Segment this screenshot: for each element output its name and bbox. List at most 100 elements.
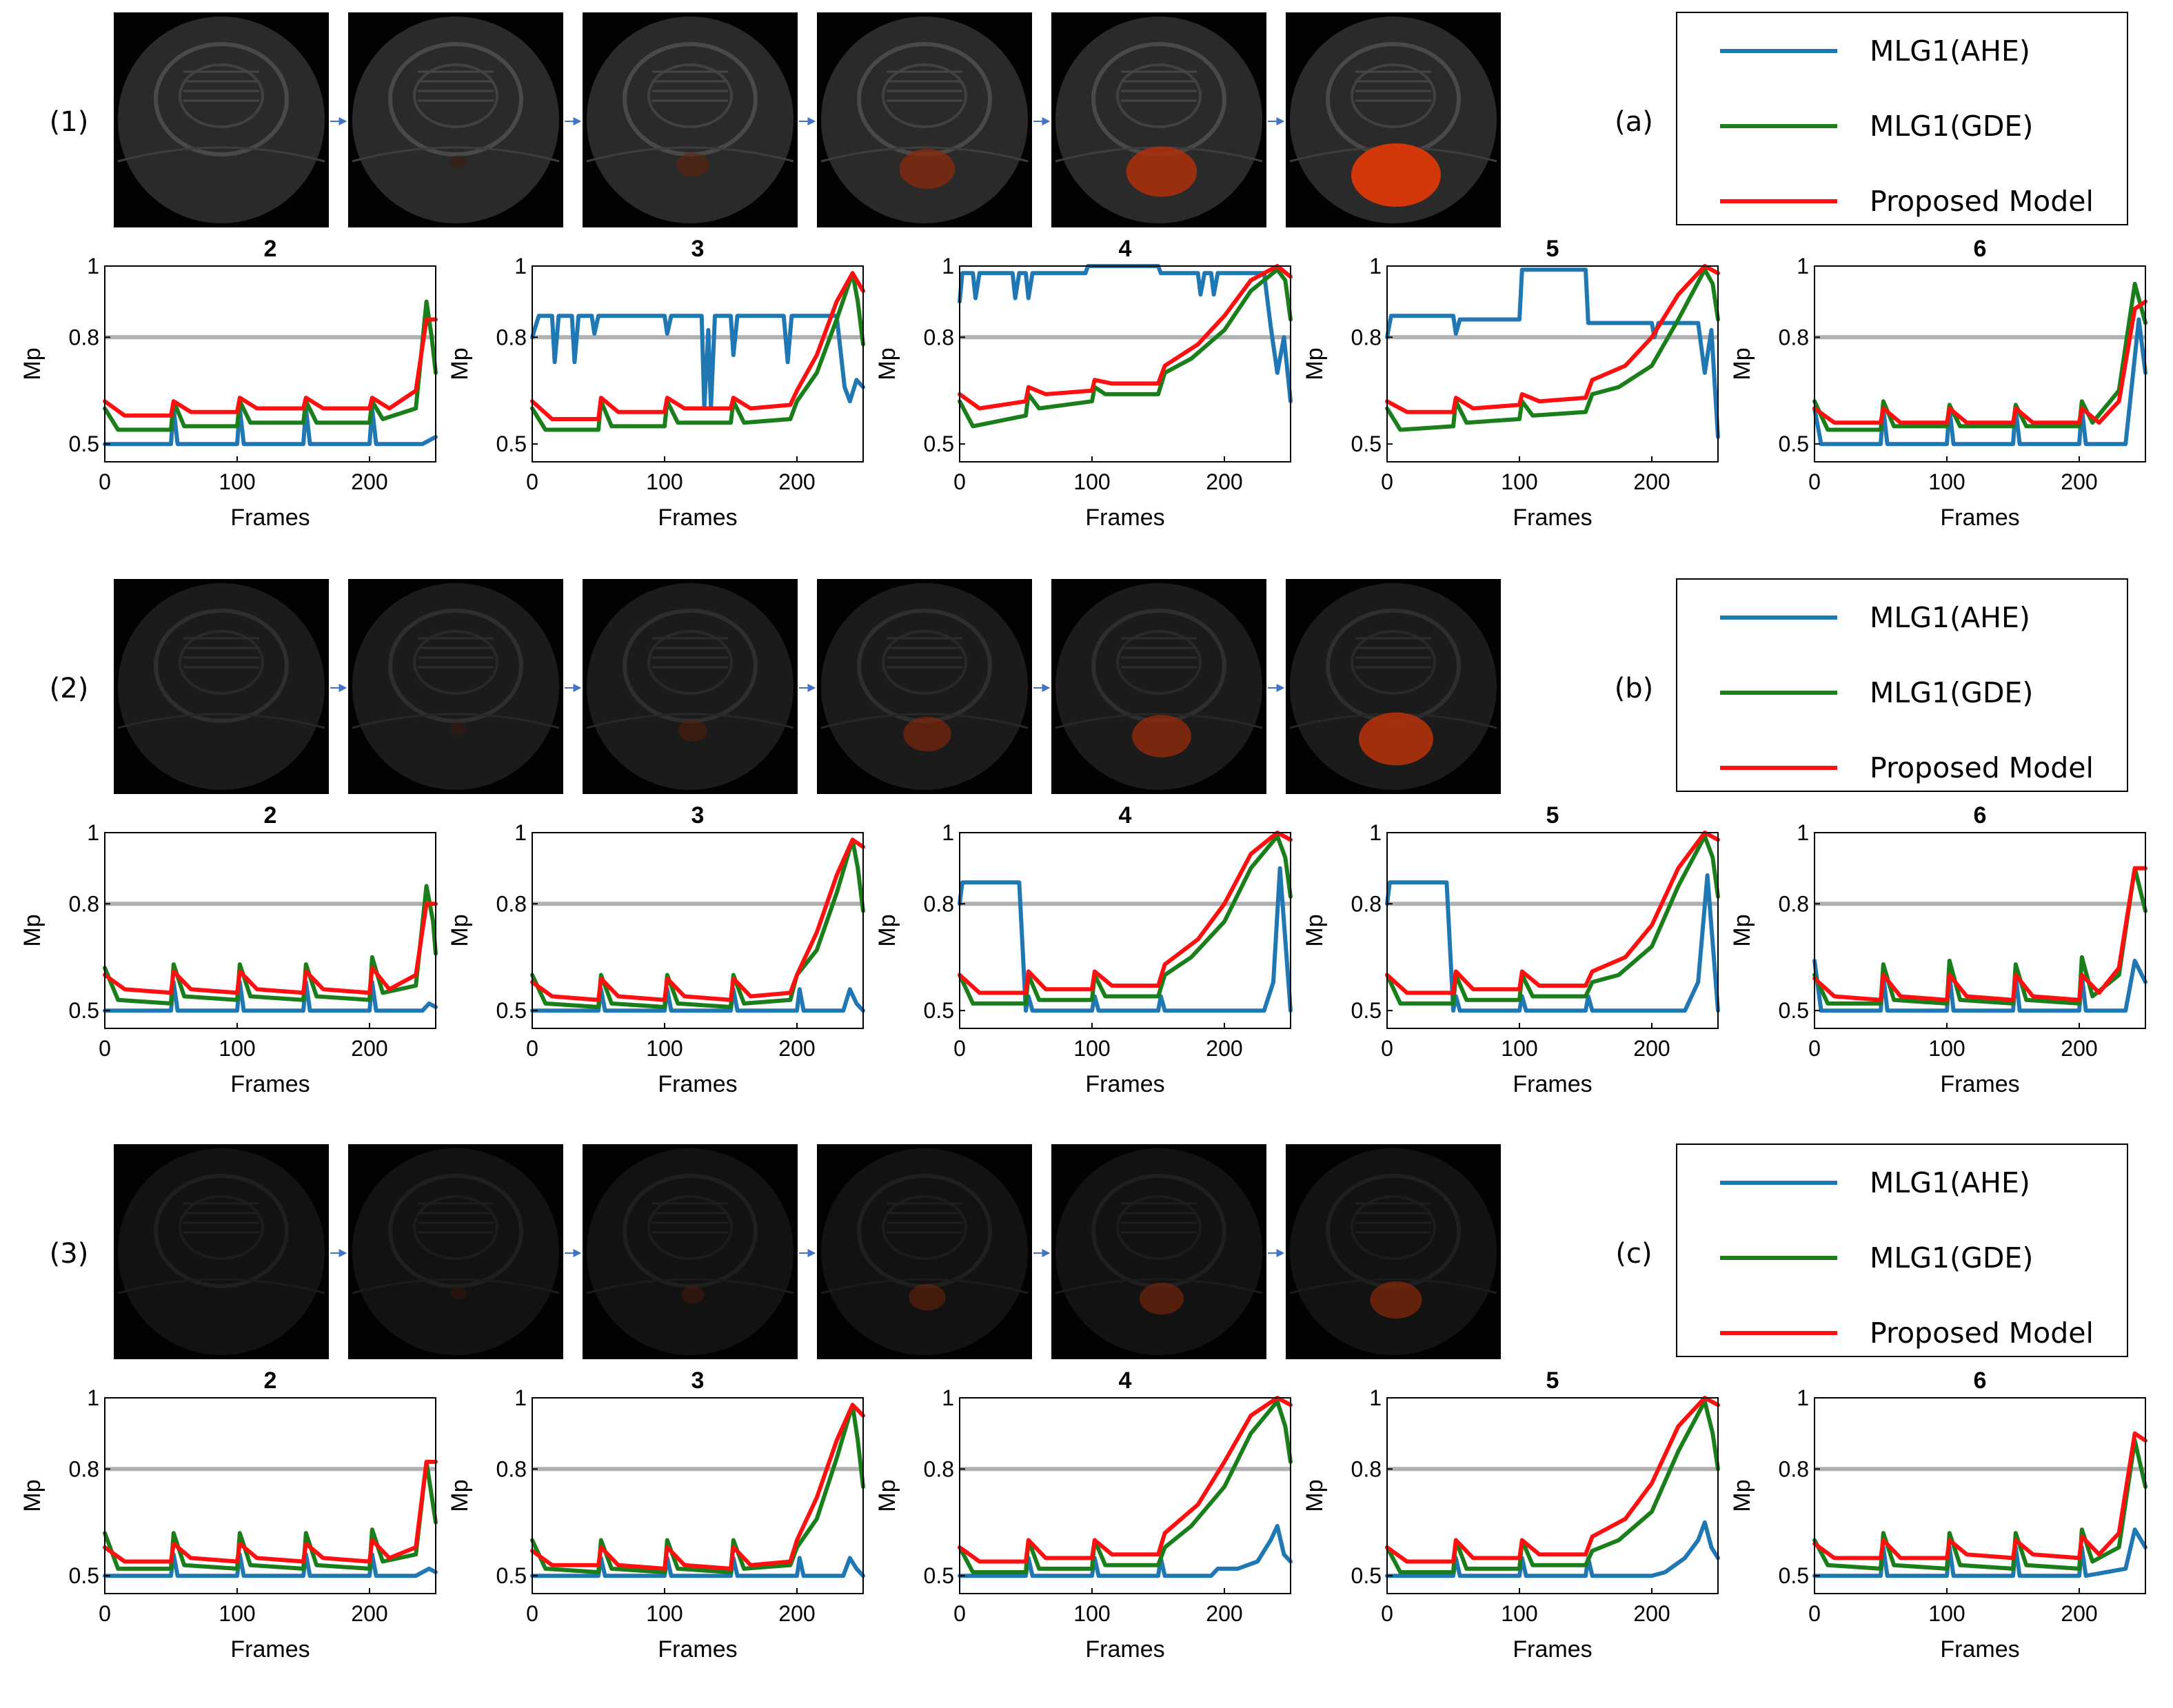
x-tick-label: 200: [1633, 469, 1670, 494]
series-line: [958, 1396, 1293, 1564]
legend-label: Proposed Model: [1870, 751, 2094, 784]
y-tick-label: 0.5: [924, 1563, 954, 1588]
y-axis-label: Mp: [1302, 347, 1328, 380]
lens-inner-ring: [179, 1195, 264, 1260]
y-tick-label: 1: [87, 254, 99, 278]
series-line: [958, 831, 1293, 995]
series-line: [530, 271, 865, 432]
y-axis-label: Mp: [1729, 914, 1755, 946]
floor-curve: [820, 713, 1029, 729]
y-tick-label: 0.5: [924, 998, 954, 1023]
x-tick-label: 100: [1501, 1601, 1537, 1626]
y-axis-label: Mp: [447, 347, 473, 380]
y-tick-label: 0.5: [1351, 1563, 1382, 1588]
y-tick-label: 0.8: [69, 325, 99, 349]
axes-box: [1386, 1397, 1719, 1594]
x-tick-label: 200: [1206, 1601, 1242, 1626]
x-tick-label: 100: [1501, 1036, 1537, 1061]
y-tick-label: 0.8: [1351, 891, 1382, 916]
x-tick-label: 200: [778, 1601, 815, 1626]
x-axis-label: Frames: [658, 1636, 737, 1663]
series-line: [530, 1403, 865, 1574]
floor-curve: [1055, 1278, 1263, 1294]
chart-title: 4: [1119, 236, 1132, 262]
y-tick-label: 1: [514, 820, 527, 845]
chart-title: 3: [691, 1368, 705, 1394]
figure-row-1: (1) (a) MLG1(AHE) MLG1(GDE) Proposed Model: [50, 12, 2128, 227]
chart-title: 2: [264, 236, 277, 262]
x-axis-label: Frames: [658, 505, 737, 531]
fisheye-disc: [118, 583, 325, 790]
y-tick-label: 0.8: [924, 325, 954, 349]
lens-inner-ring: [1116, 630, 1202, 695]
line-chart: 2 0 100 200 0.5 0.8 1 Frames Mp: [19, 1368, 438, 1663]
x-tick-label: 0: [1808, 1036, 1821, 1061]
x-tick-label: 200: [1633, 1036, 1670, 1061]
fisheye-disc: [587, 1148, 794, 1355]
chart-title: 5: [1546, 802, 1559, 828]
lens-ring: [623, 1174, 758, 1288]
lens-inner-ring: [647, 63, 733, 128]
y-tick-label: 0.5: [924, 431, 954, 456]
y-axis-label: Mp: [19, 347, 46, 380]
fire-glow: [449, 722, 467, 735]
y-tick-label: 0.5: [1779, 431, 1809, 456]
lens-inner-ring: [647, 630, 733, 695]
frame-thumbnail: [817, 12, 1032, 227]
series-line: [103, 902, 438, 995]
y-tick-label: 1: [1797, 820, 1809, 845]
line-chart: 6 0 100 200 0.5 0.8 1 Frames Mp: [1729, 236, 2147, 531]
fisheye-disc: [352, 1148, 559, 1355]
axes-box: [532, 265, 864, 462]
frame-thumbnail: [583, 12, 798, 227]
y-tick-label: 0.5: [69, 998, 99, 1023]
fisheye-disc: [1290, 1148, 1497, 1355]
x-tick-label: 0: [1381, 1036, 1393, 1061]
lens-ring: [154, 609, 289, 723]
fisheye-disc: [821, 583, 1028, 790]
x-tick-label: 0: [1808, 469, 1821, 494]
lens-ring: [388, 1174, 523, 1288]
axes-box: [532, 832, 864, 1029]
frame-thumbnail: [1286, 579, 1501, 794]
chart-title: 4: [1119, 802, 1132, 828]
fire-glow: [1126, 146, 1197, 197]
fisheye-disc: [587, 17, 794, 223]
y-tick-label: 0.5: [496, 998, 527, 1023]
frame-thumbnail: [348, 1144, 563, 1359]
x-tick-label: 200: [2061, 1601, 2097, 1626]
x-tick-label: 100: [1073, 1036, 1110, 1061]
x-tick-label: 100: [646, 1601, 683, 1626]
lens-inner-ring: [882, 1195, 967, 1260]
floor-curve: [117, 713, 325, 729]
x-axis-label: Frames: [658, 1071, 737, 1097]
legend: MLG1(AHE) MLG1(GDE) Proposed Model: [1676, 12, 2128, 225]
x-tick-label: 200: [1206, 469, 1242, 494]
y-axis-label: Mp: [874, 914, 900, 946]
floor-curve: [1055, 713, 1263, 729]
legend-label: Proposed Model: [1870, 185, 2094, 218]
legend-box: [1676, 578, 2128, 792]
y-tick-label: 0.5: [69, 431, 99, 456]
row-label: (2): [50, 673, 89, 704]
y-tick-label: 0.8: [496, 891, 527, 916]
y-tick-label: 0.5: [1779, 1563, 1809, 1588]
y-axis-label: Mp: [1302, 1479, 1328, 1512]
y-tick-label: 0.8: [1779, 1456, 1809, 1481]
y-axis-label: Mp: [447, 914, 473, 946]
series-line: [1385, 267, 1720, 432]
y-tick-label: 1: [1797, 254, 1809, 278]
fisheye-disc: [821, 1148, 1028, 1355]
y-tick-label: 0.5: [1779, 998, 1809, 1023]
frame-thumbnail: [1051, 1144, 1266, 1359]
legend-label: MLG1(GDE): [1870, 1241, 2033, 1274]
series-line: [958, 264, 1293, 404]
series-line: [1385, 267, 1720, 439]
fire-glow: [681, 1285, 705, 1303]
y-tick-label: 0.8: [1351, 1456, 1382, 1481]
floor-curve: [586, 1278, 794, 1294]
x-tick-label: 200: [351, 469, 387, 494]
legend-box: [1676, 12, 2128, 225]
x-tick-label: 0: [953, 1036, 966, 1061]
axes-box: [1814, 265, 2146, 462]
